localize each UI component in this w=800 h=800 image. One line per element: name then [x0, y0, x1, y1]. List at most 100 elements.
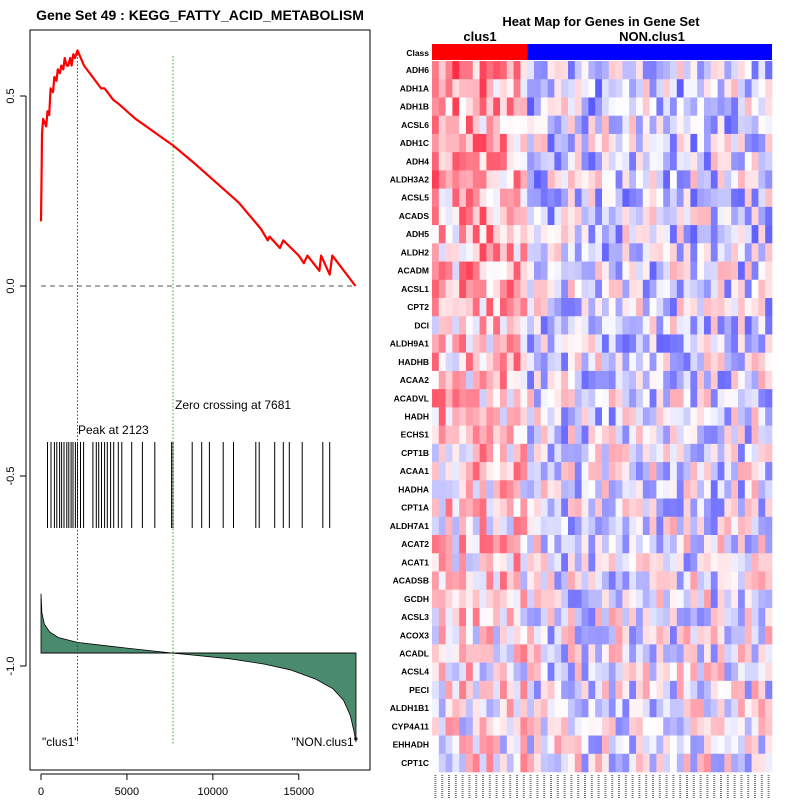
heatmap-cell [493, 316, 501, 335]
heatmap-cell [704, 170, 712, 189]
heatmap-cell [554, 589, 562, 609]
heatmap-cell [683, 462, 691, 481]
heatmap-cell [466, 225, 474, 244]
heatmap-cell [520, 553, 528, 572]
heatmap-cell [472, 607, 480, 627]
heatmap-cell [663, 170, 671, 189]
heatmap-cell [744, 225, 752, 244]
heatmap-cell [513, 61, 521, 80]
heatmap-cell [581, 443, 589, 463]
heatmap-cell [615, 188, 623, 208]
heatmap-cell [615, 97, 623, 116]
heatmap-cell [513, 261, 521, 281]
heatmap-cell [744, 462, 752, 481]
heatmap-cell [615, 699, 623, 718]
gene-label: ADH1C [400, 138, 429, 148]
heatmap-cell [656, 644, 664, 663]
heatmap-cell [595, 680, 603, 700]
heatmap-cell [663, 261, 671, 281]
heatmap-cell [636, 498, 644, 518]
heatmap-cell [724, 535, 732, 554]
heatmap-cell [642, 298, 650, 317]
heatmap-cell [758, 370, 766, 390]
heatmap-cell [452, 644, 460, 663]
heatmap-cell [445, 516, 453, 536]
heatmap-cell [731, 206, 739, 226]
heatmap-cell [568, 206, 576, 226]
heatmap-cell [581, 206, 589, 226]
heatmap-cell [540, 188, 548, 208]
heatmap-cell [622, 61, 630, 80]
heatmap-cell [717, 644, 725, 663]
heatmap-cell [486, 243, 494, 262]
heatmap-cell [656, 261, 664, 281]
heatmap-cell [649, 389, 657, 408]
heatmap-cell [554, 571, 562, 590]
heatmap-cell [683, 79, 691, 98]
heatmap-cell [683, 644, 691, 663]
heatmap-cell [744, 717, 752, 736]
heatmap-cell [608, 261, 616, 281]
heatmap-cell [493, 662, 501, 682]
heatmap-cell [554, 334, 562, 353]
heatmap-cell [540, 115, 548, 135]
heatmap-cell [629, 389, 637, 408]
heatmap-cell [554, 389, 562, 408]
heatmap-cell [459, 735, 467, 755]
heatmap-cell [697, 680, 705, 700]
heatmap-cell [520, 753, 528, 773]
heatmap-cell [656, 699, 664, 718]
x-tick-label: 0 [38, 786, 44, 798]
heatmap-cell [486, 279, 494, 299]
heatmap-cell [642, 79, 650, 98]
heatmap-cell [717, 662, 725, 682]
heatmap-cell [438, 644, 446, 663]
heatmap-cell [676, 535, 684, 554]
heatmap-cell [717, 571, 725, 590]
heatmap-cell [676, 170, 684, 189]
heatmap-cell [642, 680, 650, 700]
heatmap-cell [642, 243, 650, 262]
heatmap-cell [676, 261, 684, 281]
heatmap-cell [486, 699, 494, 718]
heatmap-cell [540, 425, 548, 445]
heatmap-cell [751, 516, 759, 536]
heatmap-cell [670, 225, 678, 244]
heatmap-cell [676, 389, 684, 408]
heatmap-cell [432, 589, 440, 609]
heatmap-cell [561, 298, 569, 317]
heatmap-cell [697, 316, 705, 335]
heatmap-cell [438, 170, 446, 189]
heatmap-cell [466, 626, 474, 645]
heatmap-cell [459, 316, 467, 335]
heatmap-cell [574, 425, 582, 445]
heatmap-cell [697, 170, 705, 189]
heatmap-cell [697, 699, 705, 718]
heatmap-cell [581, 170, 589, 189]
heatmap-cell [738, 407, 746, 426]
heatmap-cell [595, 79, 603, 98]
heatmap-cell [534, 279, 542, 299]
heatmap-cell [602, 370, 610, 390]
heatmap-cell [629, 535, 637, 554]
heatmap-cell [479, 680, 487, 700]
heatmap-cell [527, 97, 535, 116]
heatmap-cell [663, 206, 671, 226]
heatmap-cell [466, 607, 474, 627]
heatmap-cell [568, 152, 576, 171]
heatmap-cell [479, 626, 487, 645]
heatmap-cell [500, 188, 508, 208]
heatmap-cell [506, 334, 514, 353]
heatmap-cell [438, 753, 446, 773]
heatmap-cell [629, 425, 637, 445]
heatmap-cell [574, 133, 582, 153]
y-tick-label: 0.5 [5, 88, 17, 103]
heatmap-cell [547, 717, 555, 736]
heatmap-cell [683, 206, 691, 226]
heatmap-cell [581, 462, 589, 481]
heatmap-cell [513, 607, 521, 627]
heatmap-cell [615, 298, 623, 317]
heatmap-cell [731, 644, 739, 663]
y-tick-label: -0.5 [5, 467, 17, 486]
heatmap-cell [466, 735, 474, 755]
